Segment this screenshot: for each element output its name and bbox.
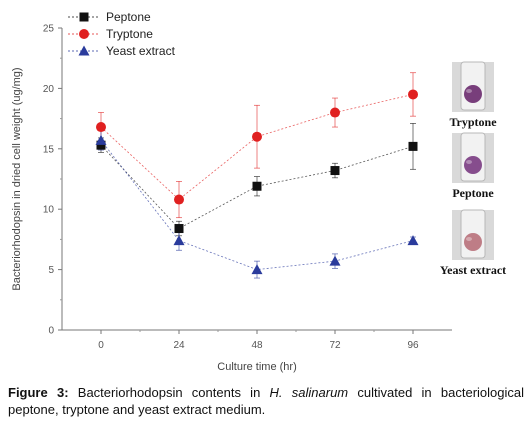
data-point-yeast-extract	[251, 264, 263, 275]
y-tick-label: 25	[43, 24, 55, 35]
culture-tube-photo: Peptone	[452, 132, 494, 200]
x-tick-label: 72	[329, 340, 341, 351]
data-point-peptone	[408, 141, 418, 151]
data-point-tryptone	[252, 131, 262, 142]
data-point-peptone	[96, 140, 106, 150]
x-tick-label: 96	[407, 340, 419, 351]
tube-label: Yeast extract	[440, 263, 506, 277]
y-tick-label: 10	[43, 205, 55, 216]
data-point-yeast-extract	[95, 134, 107, 145]
culture-tube-photo: Tryptone	[449, 61, 497, 129]
caption-organism: H. salinarum	[269, 385, 349, 400]
data-point-peptone	[252, 181, 262, 191]
y-tick-label: 0	[48, 326, 54, 337]
y-tick-label: 20	[43, 84, 55, 95]
figure-label: Figure 3:	[8, 385, 69, 400]
legend-marker	[79, 29, 89, 39]
legend-label: Yeast extract	[106, 44, 176, 58]
y-tick-label: 15	[43, 144, 55, 155]
tube-label: Tryptone	[449, 115, 497, 129]
x-tick-label: 0	[98, 340, 104, 351]
legend-marker	[78, 45, 90, 56]
chart-axes: 0 5 10 15 20 25 0 24 48 72 96 Culture time (hr) Bact…	[11, 24, 452, 373]
y-tick-label: 5	[48, 265, 54, 276]
legend-label: Peptone	[106, 10, 151, 24]
data-points	[95, 89, 419, 275]
data-point-yeast-extract	[329, 255, 341, 266]
data-point-tryptone	[408, 89, 418, 100]
data-point-tryptone	[174, 194, 184, 205]
data-point-peptone	[330, 166, 340, 176]
caption-text-before: Bacteriorhodopsin contents in	[68, 385, 270, 400]
series-line-peptone	[100, 144, 414, 229]
bacteriorhodopsin-chart: 0 5 10 15 20 25 0 24 48 72 96 Culture time (hr) Bact…	[11, 10, 506, 373]
caption-text-after: cultivated in bacteriological peptone, t…	[8, 385, 524, 417]
x-tick-label: 48	[251, 340, 263, 351]
data-point-yeast-extract	[407, 235, 419, 246]
culture-tube-images: Tryptone Peptone Yeast extract	[440, 61, 506, 277]
legend-label: Tryptone	[106, 27, 153, 41]
series-lines	[100, 94, 414, 271]
data-point-yeast-extract	[173, 235, 185, 246]
y-axis-label: Bacteriorhodopsin in dried cell weight (…	[11, 67, 23, 290]
x-tick-label: 24	[173, 340, 185, 351]
figure-caption: Figure 3: Bacteriorhodopsin contents in …	[8, 384, 524, 418]
culture-tube-photo: Yeast extract	[440, 209, 506, 277]
tube-label: Peptone	[452, 186, 494, 200]
x-axis-label: Culture time (hr)	[217, 361, 296, 373]
data-point-peptone	[174, 224, 184, 234]
legend: Peptone Tryptone Yeast extract	[68, 10, 176, 58]
data-point-tryptone	[96, 122, 106, 133]
error-bars	[98, 72, 416, 279]
data-point-tryptone	[330, 107, 340, 118]
legend-marker	[79, 12, 89, 22]
series-line-yeast-extract	[100, 140, 414, 271]
